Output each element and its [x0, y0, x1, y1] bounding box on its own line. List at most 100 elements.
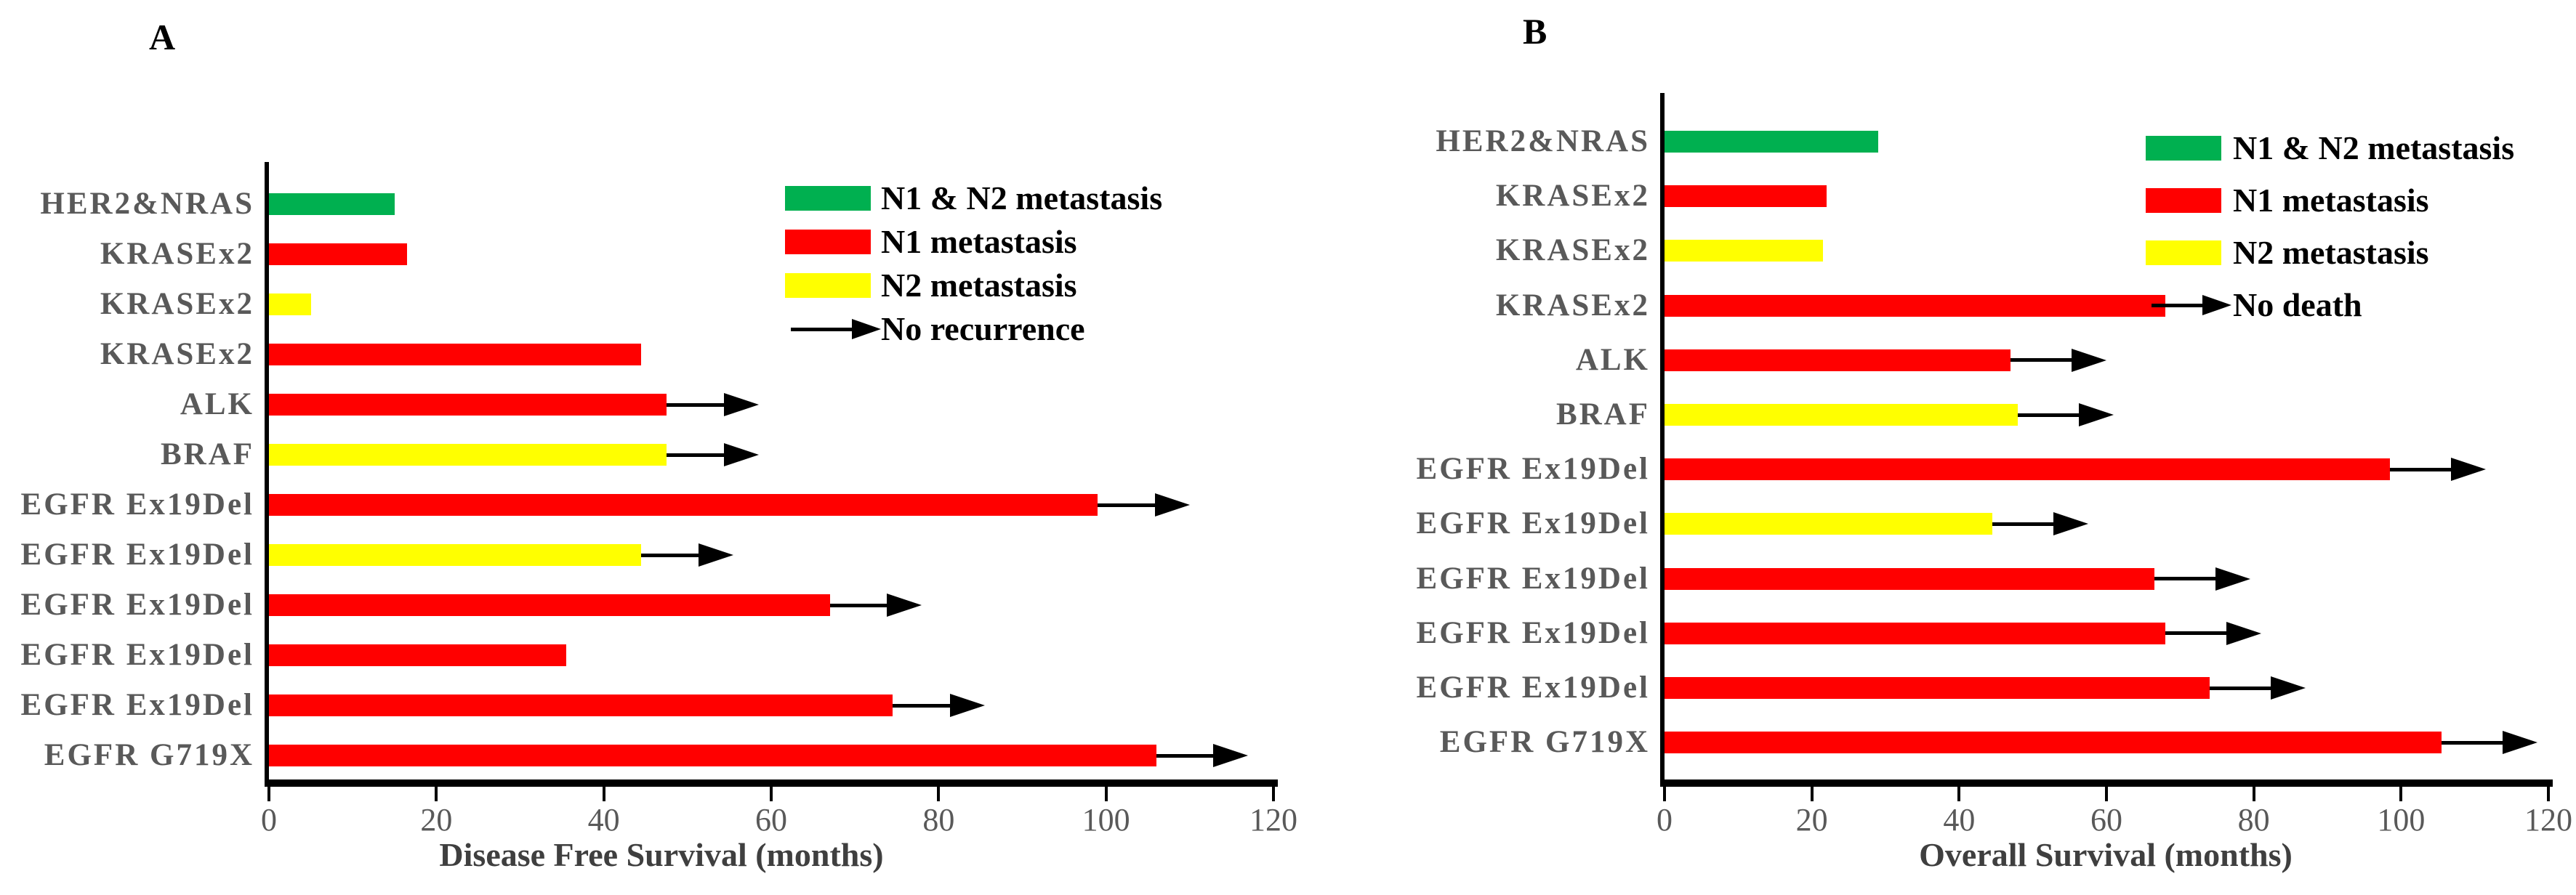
x-tick-label: 100: [2377, 802, 2426, 838]
legend-label: N1 & N2 metastasis: [2233, 129, 2515, 166]
censor-arrow-head: [2053, 512, 2088, 536]
bar: [1665, 567, 2154, 590]
censor-arrow-line: [2018, 413, 2087, 417]
category-label: EGFR Ex19Del: [20, 588, 254, 622]
bar: [269, 344, 642, 365]
censor-arrow-line: [1992, 522, 2061, 526]
x-tick: [2399, 779, 2403, 801]
legend-swatch: [785, 230, 871, 254]
legend-swatch: [2146, 188, 2221, 213]
x-tick: [2105, 779, 2108, 801]
censor-arrow-line: [2209, 686, 2278, 690]
legend-label: No recurrence: [881, 310, 1085, 347]
censor-arrow-head: [723, 443, 759, 466]
x-tick-label: 60: [755, 802, 787, 838]
legend-label: No death: [2233, 286, 2362, 323]
legend-label: N1 & N2 metastasis: [881, 179, 1163, 216]
category-label: ALK: [180, 387, 254, 421]
x-tick-label: 40: [1943, 802, 1976, 838]
bar: [1665, 732, 2442, 754]
bar: [1665, 131, 1878, 153]
censor-arrow-line: [2165, 631, 2234, 636]
bar: [269, 644, 566, 666]
censor-arrow-head: [2270, 676, 2306, 700]
legend-swatch: [785, 273, 871, 298]
category-label: EGFR Ex19Del: [1416, 452, 1650, 487]
x-tick-label: 20: [420, 802, 453, 838]
x-tick-label: 120: [1249, 802, 1297, 838]
censor-arrow-head: [1154, 493, 1190, 517]
legend-arrow-line: [2152, 303, 2208, 307]
bar: [1665, 458, 2391, 481]
bar: [269, 494, 1098, 516]
censor-arrow-line: [667, 453, 731, 457]
censor-arrow-line: [892, 703, 957, 708]
censor-arrow-head: [1213, 744, 1249, 767]
y-axis-line: [1660, 93, 1665, 787]
x-tick: [937, 779, 941, 801]
x-tick: [267, 779, 270, 801]
x-tick: [1104, 779, 1108, 801]
censor-arrow-line: [829, 603, 895, 607]
category-label: KRASEx2: [1495, 179, 1650, 214]
category-label: EGFR Ex19Del: [20, 688, 254, 722]
category-label: HER2&NRAS: [40, 187, 254, 221]
bar: [269, 293, 311, 315]
censor-arrow-line: [2442, 740, 2510, 745]
category-label: EGFR Ex19Del: [1416, 561, 1650, 596]
panel-label-b: B: [1523, 11, 1547, 52]
y-axis-line: [265, 162, 269, 787]
x-tick: [2252, 779, 2255, 801]
x-tick-label: 20: [1795, 802, 1828, 838]
censor-arrow-head: [887, 594, 922, 617]
censor-arrow-head: [2450, 458, 2486, 482]
category-label: BRAF: [1555, 397, 1650, 432]
x-tick: [2547, 779, 2550, 801]
x-axis-title: Disease Free Survival (months): [439, 836, 884, 873]
censor-arrow-head: [949, 694, 985, 717]
censor-arrow-line: [2154, 577, 2223, 581]
legend-label: N1 metastasis: [2233, 182, 2429, 219]
legend-swatch: [2146, 136, 2221, 161]
legend-arrow-head: [852, 319, 881, 339]
category-label: EGFR Ex19Del: [20, 638, 254, 672]
legend-arrow-line: [791, 327, 858, 331]
x-tick: [435, 779, 438, 801]
bar: [1665, 349, 2011, 371]
x-tick: [770, 779, 773, 801]
bar: [1665, 404, 2018, 426]
censor-arrow-line: [641, 553, 707, 557]
legend-label: N2 metastasis: [881, 267, 1077, 304]
censor-arrow-head: [2072, 348, 2106, 372]
censor-arrow-line: [667, 402, 731, 407]
bar: [1665, 294, 2166, 317]
category-label: EGFR Ex19Del: [1416, 671, 1650, 705]
category-label: EGFR Ex19Del: [1416, 615, 1650, 650]
x-tick-label: 120: [2524, 802, 2572, 838]
category-label: BRAF: [160, 437, 254, 471]
panel-label-a: A: [149, 17, 176, 57]
censor-arrow-head: [723, 393, 759, 416]
x-tick-label: 80: [2237, 802, 2270, 838]
bar: [269, 694, 893, 716]
censor-arrow-head: [2079, 403, 2114, 426]
x-tick: [1810, 779, 1814, 801]
x-tick-label: 80: [922, 802, 955, 838]
legend-label: N2 metastasis: [2233, 234, 2429, 271]
category-label: KRASEx2: [1495, 288, 1650, 323]
x-tick-label: 0: [261, 802, 277, 838]
censor-arrow-head: [699, 543, 734, 567]
category-label: KRASEx2: [100, 237, 254, 271]
category-label: KRASEx2: [100, 337, 254, 371]
category-label: EGFR G719X: [1439, 725, 1650, 760]
category-label: EGFR Ex19Del: [20, 487, 254, 522]
x-tick: [1663, 779, 1666, 801]
censor-arrow-line: [2390, 467, 2458, 471]
category-label: HER2&NRAS: [1436, 124, 1650, 158]
bar: [1665, 677, 2210, 699]
category-label: ALK: [1575, 342, 1650, 377]
bar: [1665, 622, 2166, 644]
x-axis-title: Overall Survival (months): [1919, 836, 2293, 873]
bar: [269, 243, 408, 265]
bar: [269, 394, 667, 416]
